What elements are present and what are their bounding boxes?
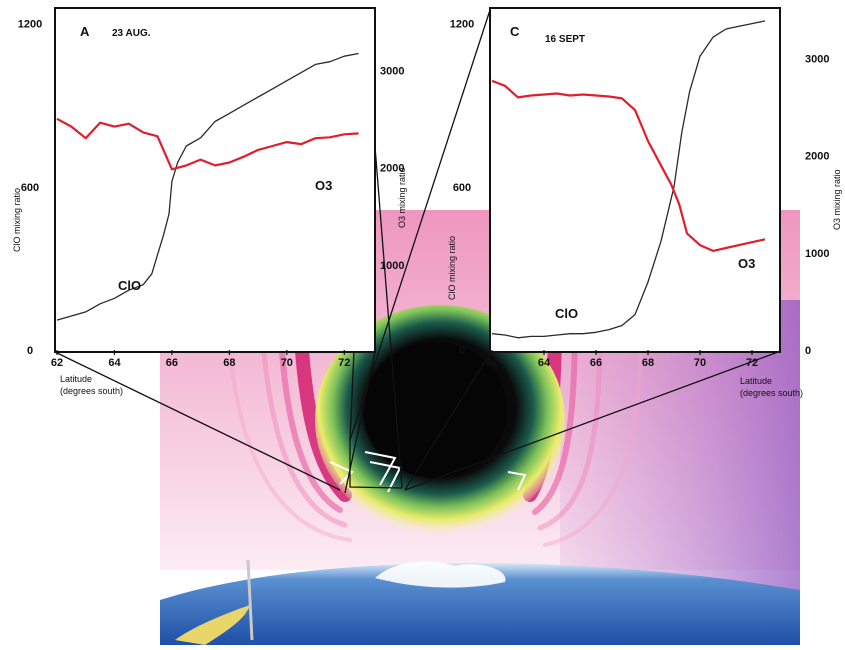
panel-a-y-right-tick-label: 2000: [380, 163, 404, 175]
aircraft-trail: [246, 559, 254, 641]
panel-c-ylabel-right: O3 mixing ratio: [832, 169, 842, 230]
panel-a-x-tick-label: 64: [108, 357, 121, 369]
panel-c-x-tick-label: 64: [538, 357, 551, 369]
panel-c-y-right-tick-label: 0: [805, 345, 811, 357]
panel-c-y-left-tick-label: 600: [453, 182, 471, 194]
panel-a-x-tick-label: 66: [166, 357, 178, 369]
panel-c-ylabel-left: ClO mixing ratio: [447, 236, 457, 300]
panel-a-xlabel-line1: Latitude: [60, 374, 92, 384]
panel-c-marks: [491, 20, 766, 339]
panel-a-x-tick-label: 68: [223, 357, 235, 369]
landmass: [175, 605, 250, 645]
panel-c-x-tick-label: 68: [642, 357, 654, 369]
panel-c-y-right-tick-label: 2000: [805, 151, 829, 163]
panel-a-y-left-tick-label: 0: [27, 345, 33, 357]
panel-c-clo-line: [491, 20, 766, 339]
vortex-left-arcs: [228, 313, 352, 542]
panel-a-x-tick-label: 72: [338, 357, 350, 369]
panel-c-frame: [489, 7, 781, 353]
panel-c-clo-label: ClO: [555, 306, 578, 321]
panel-a-ylabel-left: ClO mixing ratio: [12, 188, 22, 252]
panel-a-x-tick-label: 70: [281, 357, 293, 369]
panel-c-xlabel-line2: (degrees south): [740, 388, 803, 398]
panel-a-y-left-tick-label: 600: [21, 182, 39, 194]
panel-a-y-right-tick-label: 3000: [380, 66, 404, 78]
panel-a-clo-label: ClO: [118, 278, 141, 293]
panel-c-o3-line: [491, 79, 766, 252]
panel-a-ylabel-right: O3 mixing ratio: [397, 167, 407, 228]
panel-c-xlabel-line1: Latitude: [740, 376, 772, 386]
panel-a-clo-line: [56, 52, 359, 321]
panel-a-date: 23 AUG.: [112, 28, 151, 39]
cloud: [375, 561, 506, 588]
panel-a-xlabel-line2: (degrees south): [60, 386, 123, 396]
panel-c-x-tick-label: 66: [590, 357, 602, 369]
panel-a-y-right-tick-label: 1000: [380, 260, 404, 272]
panel-c-letter: C: [510, 24, 520, 39]
panel-c-ticks: 62 64 66 68 70 72 0 600 1200 0 1000 2000 3000: [450, 19, 830, 369]
panel-c-x-tick-label: 72: [746, 357, 758, 369]
panel-c-y-left-tick-label: 0: [459, 345, 465, 357]
panel-a-y-left-tick-label: 1200: [18, 19, 42, 31]
panel-a-ticks: 62 64 66 68 70 72 0 600 1200 1000 2000 3000: [18, 19, 405, 369]
panel-a-frame: [54, 7, 376, 353]
panel-c-x-tick-label: 70: [694, 357, 706, 369]
earth-surface: [160, 562, 800, 645]
panel-c-y-left-tick-label: 1200: [450, 19, 474, 31]
panel-c-y-right-tick-label: 1000: [805, 248, 829, 260]
panel-a-x-tick-label: 62: [51, 357, 63, 369]
panel-c-y-right-tick-label: 3000: [805, 54, 829, 66]
panel-c-o3-label: O3: [738, 256, 755, 271]
panel-a-marks: [56, 52, 359, 321]
panel-a-o3-label: O3: [315, 178, 332, 193]
panel-c-x-tick-label: 62: [486, 357, 498, 369]
panel-a-letter: A: [80, 24, 90, 39]
panel-a-o3-line: [56, 117, 359, 171]
panel-c-date: 16 SEPT: [545, 34, 585, 45]
